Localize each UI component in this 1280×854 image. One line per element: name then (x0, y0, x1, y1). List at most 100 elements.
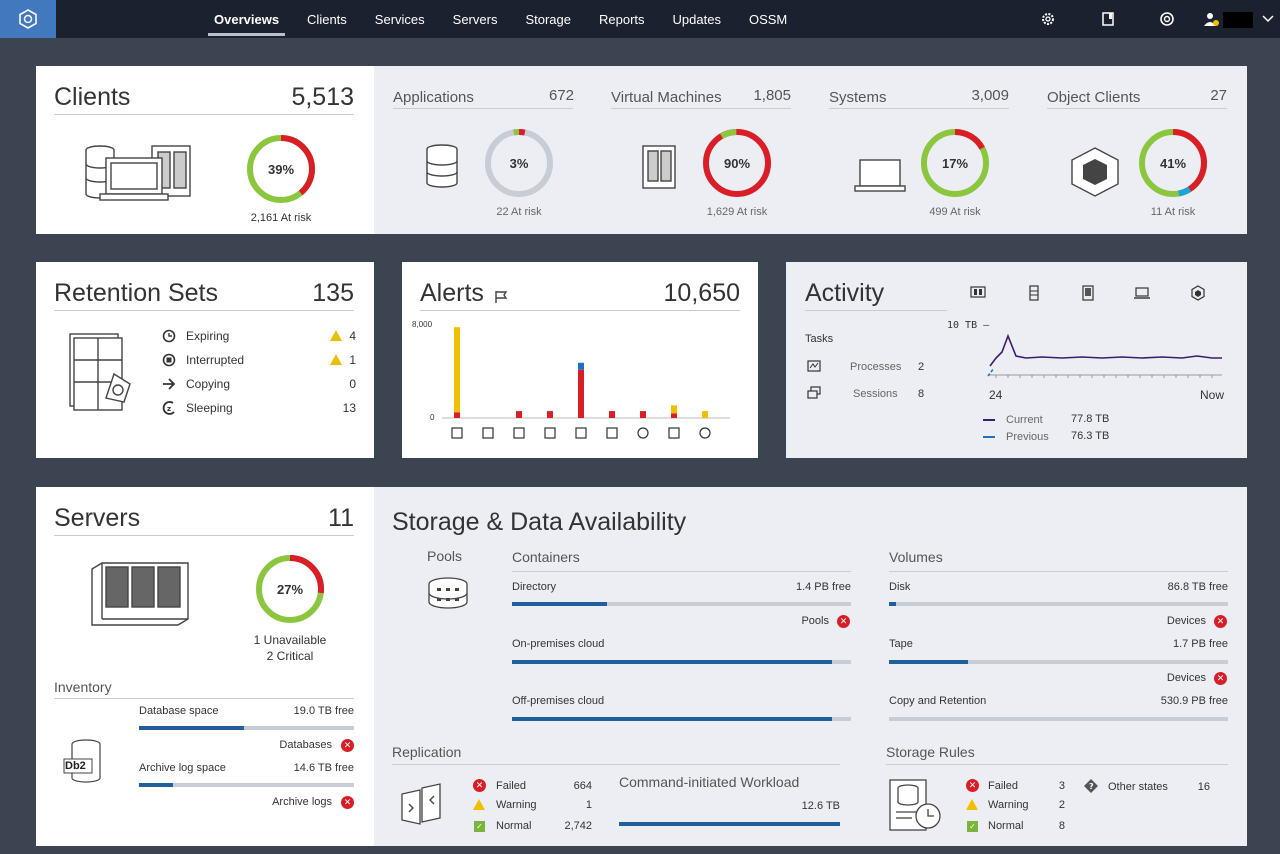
book-icon[interactable] (1100, 11, 1116, 27)
nav-servers[interactable]: Servers (452, 12, 498, 27)
nav-reports[interactable]: Reports (599, 12, 645, 27)
donut-risk-arc (921, 129, 989, 197)
servers-panel[interactable]: Servers 11 27% 1 Unavailable 2 Critical … (36, 487, 374, 846)
alert-bar-vm-bars[interactable] (454, 327, 460, 413)
nav-storage[interactable]: Storage (525, 12, 571, 27)
system-category-icon[interactable] (575, 427, 587, 439)
nav-services[interactable]: Services (374, 12, 425, 27)
laptop-filter-icon[interactable] (1134, 287, 1150, 299)
nav-clients[interactable]: Clients (307, 12, 347, 27)
vms-title[interactable]: Virtual Machines (611, 89, 722, 106)
retention-value: 1 (349, 353, 356, 367)
object-filter-icon[interactable] (1190, 285, 1206, 301)
vm-bars-category-icon[interactable] (451, 427, 463, 439)
user-icon[interactable] (1203, 11, 1219, 27)
divider (805, 310, 947, 311)
rules-normal-label[interactable]: Normal (988, 820, 1024, 832)
storage-category-icon[interactable] (606, 427, 618, 439)
help-icon[interactable] (1159, 11, 1175, 27)
systems-title[interactable]: Systems (829, 89, 887, 106)
error-icon: ✕ (341, 796, 354, 809)
server-filter-icon[interactable] (1082, 285, 1094, 301)
alert-bar-camera[interactable] (671, 405, 677, 414)
onprem-label[interactable]: On-premises cloud (512, 638, 605, 650)
chevron-down-icon[interactable] (1262, 14, 1278, 30)
server-category-icon[interactable] (513, 427, 525, 439)
camera-category-icon[interactable] (668, 427, 680, 439)
db-space-label[interactable]: Database space (139, 705, 219, 717)
activity-filter-icons (966, 284, 1216, 304)
db-category-icon[interactable] (482, 427, 494, 439)
clients-panel[interactable]: Clients 5,513 39% 2,161 At risk (36, 66, 374, 234)
db-space-free: 19.0 TB free (293, 705, 354, 717)
retention-item-interrupted[interactable]: Interrupted 1 (162, 352, 356, 372)
vms-at-risk: 1,629 At risk (706, 206, 768, 218)
app-logo[interactable] (0, 0, 56, 38)
rules-failed-label[interactable]: Failed (988, 780, 1018, 792)
alert-bar-vm-bars[interactable] (454, 412, 460, 418)
tape-devices-label[interactable]: Devices (1166, 672, 1206, 684)
warning-icon (966, 799, 978, 810)
containers-title[interactable]: Containers (512, 549, 580, 565)
database-filter-icon[interactable] (1028, 285, 1040, 301)
replication-warning-label[interactable]: Warning (496, 799, 537, 811)
nav-updates[interactable]: Updates (672, 12, 721, 27)
archive-logs-label[interactable]: Archive logs (272, 796, 332, 808)
rules-other-label[interactable]: Other states (1108, 781, 1168, 793)
replication-title[interactable]: Replication (392, 744, 462, 760)
pool-category-icon[interactable] (637, 427, 649, 439)
vm-group-icon[interactable] (970, 286, 986, 300)
retention-panel[interactable]: Retention Sets 135 Expiring 4 Interrupte… (36, 262, 374, 458)
activity-y-label: 10 TB — (947, 320, 990, 331)
pools-title[interactable]: Pools (427, 548, 463, 564)
objects-title[interactable]: Object Clients (1047, 89, 1141, 106)
divider (886, 764, 1228, 765)
retention-item-sleeping[interactable]: z Sleeping 13 (162, 400, 356, 420)
tape-free: 1.7 PB free (1172, 638, 1228, 650)
user-name-redacted[interactable] (1223, 12, 1253, 28)
replication-normal-label[interactable]: Normal (496, 820, 532, 832)
disk-label[interactable]: Disk (889, 581, 911, 593)
vms-donut (703, 129, 771, 197)
volumes-title[interactable]: Volumes (889, 549, 943, 565)
retention-item-copying[interactable]: Copying 0 (162, 376, 356, 396)
clients-count: 5,513 (291, 83, 354, 111)
alert-bar-system[interactable] (578, 362, 584, 370)
workload-fill (619, 822, 840, 826)
storage-rules-title[interactable]: Storage Rules (886, 744, 975, 760)
disk-devices-label[interactable]: Devices (1166, 615, 1206, 627)
directory-bar (512, 602, 851, 606)
alert-bar-pool[interactable] (640, 411, 646, 418)
alert-bar-object[interactable] (702, 411, 708, 418)
directory-label[interactable]: Directory (512, 581, 557, 593)
alert-bar-server[interactable] (516, 411, 522, 418)
archive-space-label[interactable]: Archive log space (139, 762, 226, 774)
nav-overviews[interactable]: Overviews (200, 0, 293, 38)
db2-icon (63, 739, 101, 783)
nav-ossm[interactable]: OSSM (748, 12, 788, 27)
gear-icon[interactable] (1040, 11, 1056, 27)
workload-title[interactable]: Command-initiated Workload (619, 774, 800, 790)
retention-item-expiring[interactable]: Expiring 4 (162, 328, 356, 348)
copy-label[interactable]: Copy and Retention (889, 695, 987, 707)
alert-bar-laptop[interactable] (547, 411, 553, 418)
applications-title[interactable]: Applications (393, 89, 474, 106)
alerts-panel[interactable]: Alerts 10,650 8,000 0 (402, 262, 758, 458)
activity-panel[interactable]: Activity Tasks Processes 2 Sessions 8 10… (786, 262, 1247, 458)
alert-bar-camera[interactable] (671, 413, 677, 418)
alert-bar-storage[interactable] (609, 411, 615, 418)
laptop-category-icon[interactable] (544, 427, 556, 439)
offprem-bar (512, 717, 851, 721)
offprem-label[interactable]: Off-premises cloud (512, 695, 605, 707)
alert-bar-system[interactable] (578, 369, 584, 418)
rules-normal-value: 8 (1058, 820, 1065, 832)
pools-status-label[interactable]: Pools (801, 615, 829, 627)
replication-failed-label[interactable]: Failed (496, 780, 526, 792)
rules-warning-label[interactable]: Warning (988, 799, 1029, 811)
activity-line-chart (987, 333, 1222, 378)
storage-rules-icon (889, 779, 941, 831)
applications-at-risk: 22 At risk (496, 206, 542, 218)
object-category-icon[interactable] (699, 427, 711, 439)
tape-label[interactable]: Tape (889, 638, 913, 650)
databases-label[interactable]: Databases (279, 739, 332, 751)
